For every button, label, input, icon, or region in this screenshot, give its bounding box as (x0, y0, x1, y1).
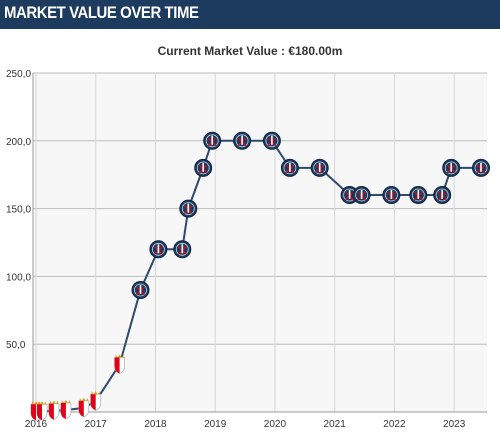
psg-badge-ring (181, 202, 195, 216)
psg-badge-ring (175, 242, 189, 256)
psg-badge-tower (480, 162, 482, 172)
monaco-crown (91, 391, 100, 395)
monaco-badge-icon (78, 397, 90, 418)
monaco-badge-icon (90, 391, 102, 411)
psg-badge-tower (187, 203, 190, 213)
x-tick-label: 2021 (324, 419, 347, 430)
psg-badge-ring (134, 283, 147, 297)
psg-badge-ring (235, 134, 249, 148)
monaco-badge-icon (48, 400, 60, 421)
psg-badge-ring (313, 161, 327, 175)
monaco-badge-icon (36, 401, 48, 421)
psg-badge-icon (310, 158, 329, 177)
psg-badge-icon (352, 186, 371, 204)
monaco-crown (115, 354, 124, 358)
y-tick-label: 50,0 (6, 340, 26, 351)
psg-badge-icon (131, 281, 150, 299)
chart-subtitle: Current Market Value : €180.00m (157, 44, 343, 58)
psg-badge-tower (181, 244, 184, 254)
psg-badge-icon (149, 240, 168, 259)
psg-badge-ring (151, 242, 165, 256)
x-tick-label: 2017 (85, 419, 108, 430)
psg-badge-tower (139, 285, 142, 294)
psg-badge-ring (474, 161, 488, 175)
monaco-crown (49, 400, 58, 404)
psg-badge-ring (265, 134, 279, 148)
psg-badge-icon (203, 131, 222, 150)
psg-badge-icon (433, 186, 452, 204)
monaco-shield-red (37, 404, 42, 421)
psg-badge-icon (173, 240, 192, 259)
y-tick-label: 200,0 (6, 137, 31, 148)
x-tick-label: 2023 (443, 419, 466, 430)
psg-badge-icon (409, 186, 428, 204)
x-tick-label: 2022 (383, 419, 406, 430)
psg-badge-tower (450, 162, 452, 172)
x-tick-label: 2018 (144, 419, 167, 430)
psg-badge-tower (360, 190, 363, 199)
y-tick-label: 100,0 (6, 272, 31, 283)
psg-badge-tower (157, 244, 160, 254)
psg-badge-tower (390, 190, 393, 199)
page-title: MARKET VALUE OVER TIME (4, 3, 199, 22)
psg-badge-icon (280, 158, 299, 177)
monaco-badge-icon (114, 354, 125, 374)
psg-badge-tower (441, 190, 443, 199)
psg-badge-icon (179, 199, 198, 218)
psg-badge-tower (241, 135, 243, 145)
psg-badge-icon (472, 158, 490, 177)
x-tick-label: 2020 (264, 419, 287, 430)
monaco-crown (79, 397, 88, 401)
psg-badge-tower (289, 162, 291, 172)
monaco-shield-red (90, 394, 96, 411)
psg-badge-tower (348, 190, 351, 199)
x-tick-label: 2016 (25, 419, 48, 430)
psg-badge-ring (435, 188, 449, 202)
psg-badge-tower (211, 135, 213, 145)
psg-badge-icon (262, 131, 281, 150)
psg-badge-ring (283, 161, 297, 175)
psg-badge-icon (442, 158, 461, 177)
y-tick-label: 250,0 (6, 69, 31, 80)
psg-badge-ring (196, 161, 210, 175)
psg-badge-icon (194, 158, 213, 177)
monaco-shield-red (78, 400, 84, 417)
monaco-crown (61, 400, 70, 403)
plot-area (33, 73, 487, 412)
monaco-crown (32, 401, 40, 405)
monaco-shield-red (31, 404, 36, 421)
monaco-badge-icon (60, 400, 72, 420)
psg-badge-ring (411, 188, 425, 202)
psg-badge-tower (417, 190, 420, 199)
psg-badge-tower (202, 162, 204, 172)
psg-badge-icon (233, 131, 252, 150)
y-tick-label: 150,0 (6, 205, 31, 216)
monaco-shield-red (60, 403, 66, 419)
psg-badge-icon (382, 186, 401, 204)
monaco-shield-red (114, 357, 120, 374)
header-bar: MARKET VALUE OVER TIME (0, 0, 500, 29)
psg-badge-ring (444, 161, 458, 175)
monaco-crown (38, 401, 46, 405)
psg-badge-ring (384, 188, 398, 202)
psg-badge-ring (205, 134, 219, 148)
psg-badge-ring (355, 188, 369, 202)
psg-badge-tower (318, 162, 321, 172)
psg-badge-tower (271, 135, 273, 145)
x-tick-label: 2019 (204, 419, 227, 430)
monaco-shield-red (48, 403, 54, 420)
